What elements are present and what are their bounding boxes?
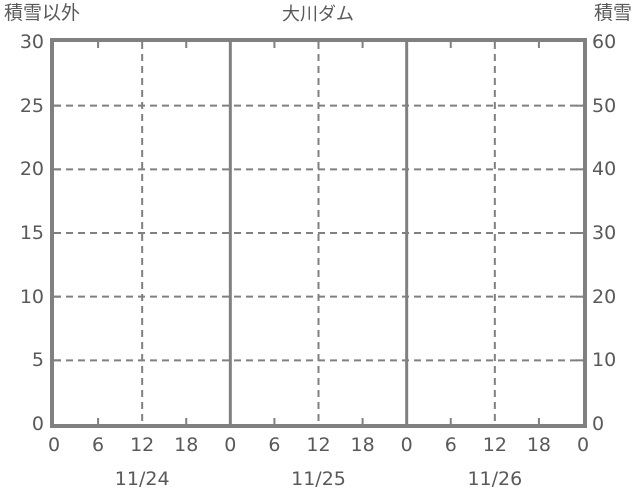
day-boundary-lines: [228, 42, 409, 424]
right-tick-label: 0: [592, 413, 605, 435]
x-tick-label: 12: [306, 434, 331, 456]
x-tick-label: 12: [482, 434, 507, 456]
x-date-label: 11/24: [114, 468, 170, 490]
x-tick-label: 0: [576, 434, 590, 456]
x-tick-label: 0: [47, 434, 61, 456]
x-tick-label: 18: [350, 434, 375, 456]
plot-inner: [54, 42, 583, 424]
left-tick-label: 5: [31, 349, 44, 372]
left-tick-label: 10: [19, 285, 44, 308]
right-axis-title: 積雪: [593, 2, 632, 24]
x-tick-label: 18: [526, 434, 551, 456]
plot-area: [50, 38, 587, 428]
right-tick-label: 30: [592, 222, 617, 244]
x-date-label: 11/26: [467, 468, 523, 490]
x-tick-label: 18: [174, 434, 199, 456]
x-tick-label: 0: [224, 434, 237, 456]
x-tick-label: 6: [268, 434, 281, 456]
left-tick-label: 15: [19, 222, 44, 244]
chart-title: 大川ダム: [282, 4, 354, 25]
x-date-label: 11/25: [291, 468, 346, 490]
right-tick-label: 40: [592, 158, 617, 181]
right-tick-label: 50: [592, 94, 617, 117]
left-tick-label: 30: [19, 31, 44, 53]
left-tick-label: 0: [31, 413, 44, 435]
x-tick-label: 12: [130, 434, 155, 456]
right-tick-label: 20: [592, 285, 617, 308]
x-tick-label: 6: [444, 434, 457, 456]
x-tick-label: 0: [400, 434, 413, 456]
left-axis-title: 積雪以外: [4, 2, 81, 24]
left-tick-label: 25: [19, 94, 44, 117]
x-tick-label: 6: [92, 434, 105, 456]
axis-tick-marks: [54, 42, 583, 424]
right-tick-label: 60: [592, 31, 617, 53]
gridlines: [54, 42, 583, 424]
vertical-gridlines: [141, 42, 496, 424]
right-tick-label: 10: [592, 349, 617, 372]
left-tick-label: 20: [19, 158, 44, 181]
